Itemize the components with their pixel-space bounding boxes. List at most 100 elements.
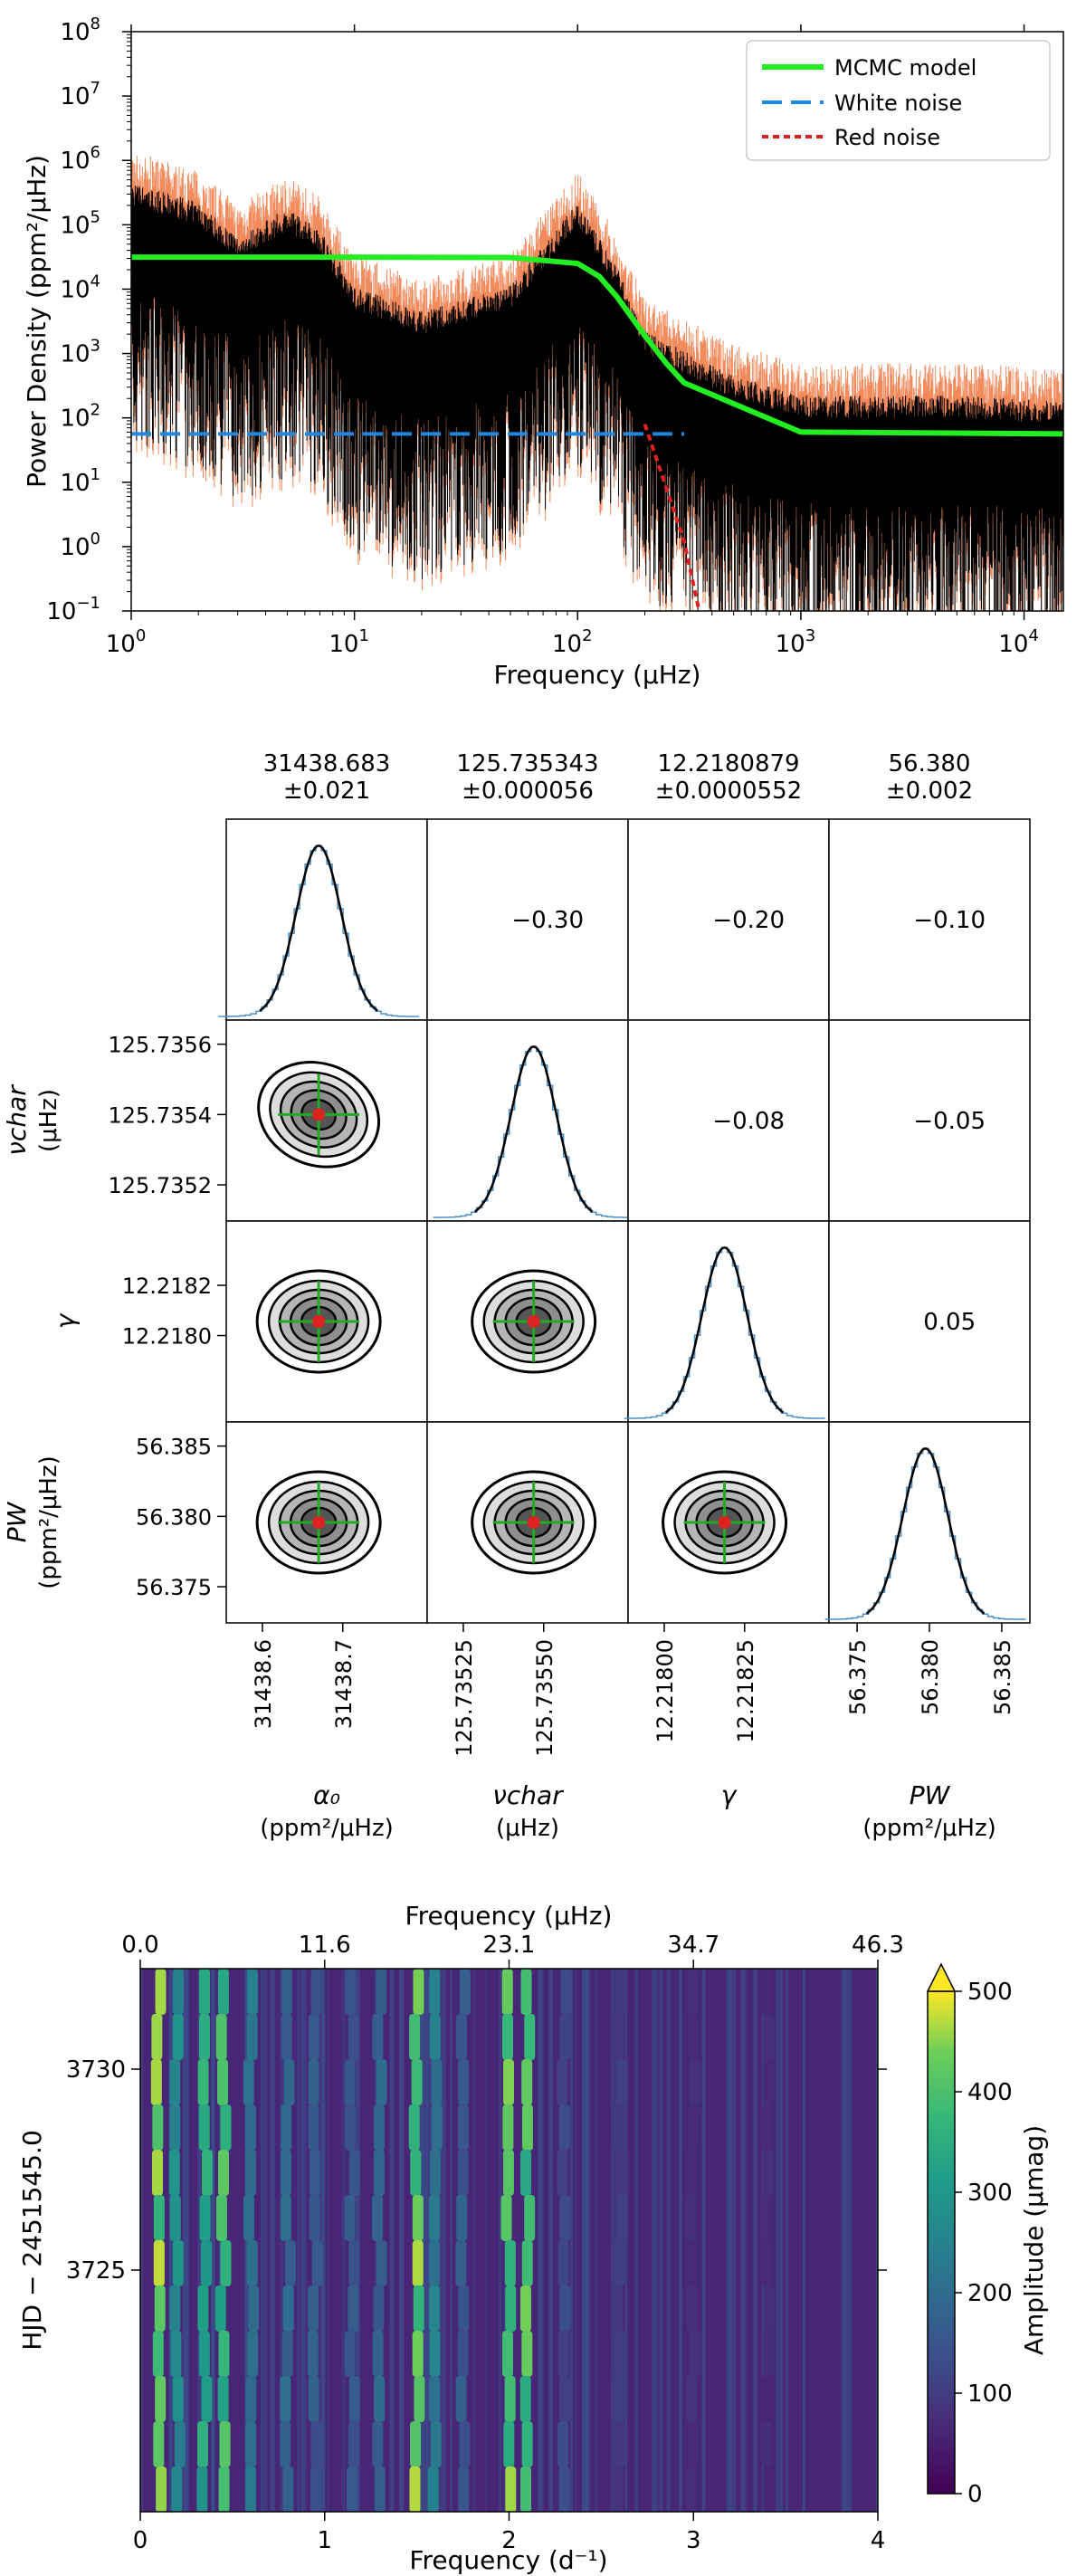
series-mcmc-model [131, 254, 1063, 437]
ridge-2.6 [612, 2285, 624, 2332]
ridge-2.6 [614, 2240, 625, 2286]
faint-streak [499, 1969, 502, 2512]
ridge-1.3 [373, 2104, 385, 2151]
ridge-1.75 [455, 2240, 467, 2286]
y-tick-label: 56.380 [136, 1504, 212, 1530]
ridge-1.15 [346, 2466, 357, 2512]
ridge-2.1 [524, 2195, 536, 2241]
y-tick-label: 125.7354 [108, 1102, 212, 1128]
y-tick-label: 125.7352 [108, 1173, 212, 1198]
faint-streak [211, 1969, 215, 2512]
x2-tick-label: 0.0 [121, 1932, 158, 1959]
x-tick-label: 125.73550 [532, 1639, 557, 1757]
header-value-alpha0: 31438.683 [263, 750, 391, 778]
cell-2-1 [426, 1220, 629, 1423]
ridge-0.35 [200, 2240, 212, 2286]
ridge-3.4 [759, 2376, 771, 2422]
ridge-0.2 [169, 2104, 181, 2151]
ridge-0.1 [156, 2466, 167, 2512]
ridge-1.75 [456, 2195, 468, 2241]
ridge-3.4 [759, 2195, 771, 2241]
faint-streak [320, 1969, 325, 2512]
ridge-0.1 [153, 2421, 165, 2467]
ridge-0.2 [172, 1969, 184, 2015]
posterior-fit-nu_char [473, 1045, 594, 1213]
ridge-3 [689, 2059, 700, 2105]
faint-streak [484, 1969, 487, 2512]
faint-streak [585, 1969, 589, 2512]
ridge-3.4 [761, 2240, 773, 2286]
ridge-2.3 [560, 1969, 572, 2015]
y-tick-label: 103 [60, 337, 100, 368]
faint-streak [575, 1969, 577, 2512]
ridge-0.6 [243, 2195, 254, 2241]
faint-streak [726, 1969, 731, 2512]
ridge-3 [685, 2240, 697, 2286]
ridge-2.1 [521, 2421, 533, 2467]
ridge-1.15 [344, 2331, 356, 2377]
cell-3-1 [426, 1421, 629, 1624]
ridge-0.1 [152, 2104, 164, 2151]
plot-area-frame [130, 31, 1064, 612]
ridge-2.3 [559, 2285, 571, 2332]
ridge-2 [503, 2059, 515, 2105]
ridge-0.35 [201, 2150, 213, 2196]
ridge-3.4 [763, 2014, 775, 2060]
ridge-0.2 [172, 2240, 184, 2286]
faint-streak [667, 1969, 671, 2512]
ridge-1.6 [429, 1969, 441, 2015]
faint-streak [399, 1969, 405, 2512]
ridge-2.6 [616, 2195, 628, 2241]
y-tick-label: 108 [60, 14, 100, 46]
ridge-0.45 [220, 2104, 232, 2151]
legend-label-red: Red noise [834, 125, 940, 150]
ridge-0.6 [248, 2285, 260, 2332]
cell-frame-upper [627, 818, 830, 1021]
ridge-3.4 [763, 2331, 775, 2377]
ridge-0.8 [280, 2421, 291, 2467]
ridge-3.4 [759, 1969, 771, 2015]
ridge-0.45 [218, 2331, 230, 2377]
x-tick-label: 31438.7 [331, 1639, 357, 1729]
ridge-1.75 [455, 2014, 467, 2060]
y-axis-label-main: γ [51, 1312, 81, 1329]
ridge-2.3 [559, 2376, 571, 2422]
colorbar-tick-label: 0 [967, 2481, 983, 2508]
ridge-1.3 [372, 2331, 384, 2377]
cell-3-0 [225, 1421, 428, 1624]
faint-streak [439, 1969, 443, 2512]
ridge-2.1 [521, 2104, 533, 2151]
ridge-3.4 [763, 2466, 775, 2512]
y-tick-label: 105 [60, 207, 100, 239]
y-tick-label: 104 [60, 272, 100, 303]
faint-streak [263, 1969, 268, 2512]
faint-streak [472, 1969, 475, 2512]
faint-streak [849, 1969, 853, 2512]
x-tick-label: 0 [133, 2527, 148, 2554]
cell-frame [828, 1421, 1031, 1624]
faint-streak [653, 1969, 657, 2512]
x-tick-label: 56.385 [990, 1639, 1015, 1715]
ridge-0.8 [280, 2376, 291, 2422]
ridge-2.6 [614, 2376, 625, 2422]
colorbar-extend-arrow [926, 1962, 957, 1992]
ridge-1.75 [457, 2104, 469, 2151]
y-tick-label: 100 [60, 530, 100, 561]
ridge-0.6 [245, 2376, 257, 2422]
colorbar-tick-label: 300 [967, 2180, 1013, 2207]
faint-streak [802, 1969, 805, 2512]
ridge-2.3 [558, 2466, 570, 2512]
cell-2-2 [624, 1220, 830, 1423]
ridge-0.45 [214, 2285, 226, 2332]
x-tick-label: 56.375 [845, 1639, 871, 1715]
ridge-0.1 [151, 2150, 163, 2196]
faint-streak [540, 1969, 544, 2512]
ridge-0.6 [246, 2014, 258, 2060]
faint-streak [327, 1969, 329, 2512]
legend-label-mcmc: MCMC model [834, 55, 976, 81]
ridge-1.5 [414, 2376, 425, 2422]
faint-streak [355, 1969, 360, 2512]
ridge-2.6 [614, 2331, 626, 2377]
ridge-0.35 [198, 2014, 210, 2060]
x-tick-label: 103 [776, 626, 816, 658]
